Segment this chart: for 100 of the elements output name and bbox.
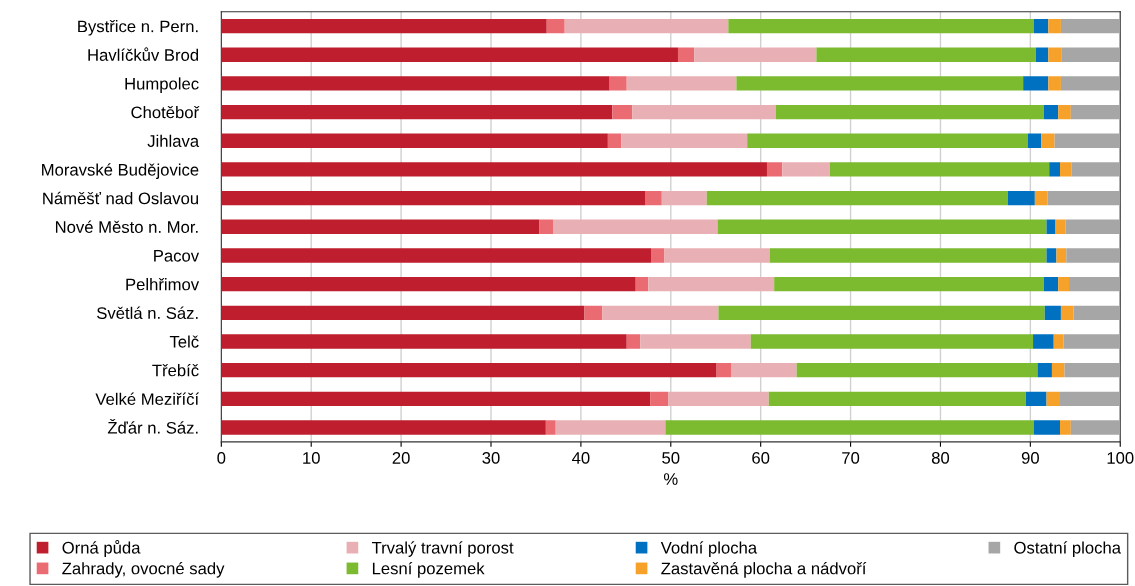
x-axis-title: % — [663, 473, 678, 485]
y-tick-label: Světlá n. Sáz. — [97, 306, 198, 320]
x-tick-label: 100 — [1107, 452, 1134, 464]
y-tick-label: Chotěboř — [131, 105, 200, 119]
bar — [1069, 276, 1121, 292]
bar — [650, 391, 669, 406]
y-tick-label: Náměšť nad Oslavou — [43, 191, 198, 205]
legend-label: Vodní plocha — [660, 541, 758, 557]
legend-label: Trvalý travní porost — [371, 541, 514, 557]
y-tick-label: Třebíč — [152, 363, 199, 377]
x-tick-label: 50 — [662, 452, 680, 464]
bar — [694, 47, 817, 62]
bar — [1058, 276, 1070, 292]
bar — [221, 420, 546, 435]
bar — [1047, 190, 1121, 206]
bar — [221, 190, 646, 206]
bar — [564, 18, 729, 34]
bar — [1007, 190, 1035, 206]
bar — [555, 420, 666, 435]
bar — [1053, 334, 1064, 349]
x-tick-label: 90 — [1021, 452, 1039, 464]
bar — [1048, 18, 1061, 34]
bar — [640, 334, 751, 349]
bar — [1046, 391, 1061, 406]
bar — [1048, 76, 1061, 91]
bar — [1061, 47, 1121, 62]
y-tick-label: Havlíčkův Brod — [88, 47, 199, 61]
bar — [1033, 334, 1054, 349]
legend-label: Orná půda — [62, 540, 141, 557]
bar — [1023, 76, 1049, 91]
bar — [1060, 305, 1074, 320]
bar — [1058, 104, 1071, 120]
bar — [539, 219, 554, 234]
y-tick-label: Pelhřimov — [126, 278, 200, 291]
bar — [829, 162, 1050, 177]
bar — [1027, 133, 1042, 148]
bar — [221, 248, 652, 263]
bar — [750, 334, 1034, 349]
bar — [221, 219, 540, 234]
x-tick-label: 10 — [303, 452, 320, 464]
y-tick-label: Moravské Budějovice — [42, 163, 199, 180]
bar — [1060, 76, 1121, 91]
bar — [716, 362, 732, 378]
bar — [1071, 162, 1121, 177]
x-tick-label: 60 — [752, 452, 770, 464]
bar — [221, 76, 610, 91]
bar — [1025, 391, 1047, 406]
legend-label: Zastavěná plocha a nádvoří — [661, 561, 867, 578]
bar — [661, 190, 707, 206]
bar — [1060, 18, 1121, 34]
bar — [221, 133, 608, 148]
bar — [1044, 305, 1061, 320]
bar — [221, 47, 678, 62]
bar — [782, 162, 830, 177]
y-tick-label: Žďár n. Sáz. — [107, 418, 198, 434]
y-tick-label: Pacov — [154, 250, 200, 262]
x-tick-label: 70 — [842, 452, 860, 464]
bar — [1033, 420, 1061, 435]
bar — [1041, 133, 1055, 148]
bar — [736, 76, 1024, 91]
legend-label: Ostatní plocha — [1014, 541, 1121, 557]
y-tick-label: Jihlava — [147, 134, 200, 147]
y-tick-label: Nové Město n. Mor. — [55, 220, 198, 233]
bar — [602, 305, 719, 320]
bar — [1049, 162, 1061, 177]
bar — [221, 305, 585, 320]
bar — [1060, 162, 1072, 177]
bar — [221, 104, 613, 120]
bar — [1064, 362, 1121, 378]
bar — [221, 162, 767, 177]
bar — [1070, 104, 1121, 120]
legend-label: Zahrady, ovocné sady — [62, 561, 225, 578]
bar — [1033, 18, 1049, 34]
bar — [221, 391, 651, 406]
y-tick-label: Telč — [169, 335, 199, 348]
bar — [1056, 248, 1067, 263]
bar — [1065, 219, 1121, 234]
bar — [1066, 248, 1121, 263]
x-tick-label: 20 — [392, 452, 410, 464]
bar — [1043, 104, 1059, 120]
bar — [584, 305, 603, 320]
bar — [1048, 47, 1062, 62]
bar — [1054, 133, 1121, 148]
bar — [1035, 47, 1049, 62]
bar — [607, 133, 622, 148]
bar — [1070, 420, 1121, 435]
bar — [632, 104, 776, 120]
bar — [774, 276, 1044, 292]
y-tick-label: Humpolec — [125, 77, 199, 93]
bar — [626, 334, 641, 349]
bar — [664, 248, 770, 263]
bar — [796, 362, 1038, 378]
bar — [553, 219, 718, 234]
bar — [706, 190, 1008, 206]
bar — [768, 391, 1026, 406]
x-tick-label: 0 — [217, 452, 226, 464]
y-tick-label: Bystřice n. Pern. — [78, 19, 198, 36]
bar — [651, 248, 665, 263]
y-tick-label: Velké Meziříčí — [95, 392, 200, 406]
bar — [718, 305, 1045, 320]
